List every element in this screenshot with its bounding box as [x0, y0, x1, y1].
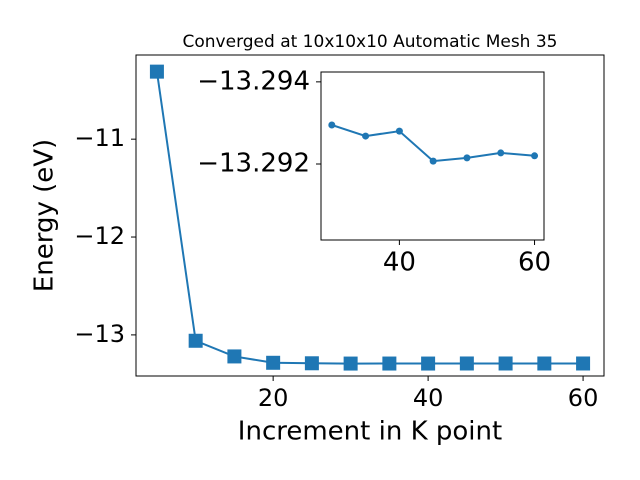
marker: [362, 132, 370, 140]
y-tick-label: −13.294: [197, 66, 310, 96]
y-axis-label: Energy (eV): [30, 139, 60, 292]
axes-frame: [135, 54, 605, 377]
marker: [498, 356, 513, 371]
y-tick-label: −11: [74, 124, 125, 152]
x-tick-label: 40: [383, 248, 416, 278]
marker: [149, 64, 164, 79]
marker: [429, 157, 437, 165]
y-tick-label: −13.292: [197, 149, 310, 179]
marker: [537, 356, 552, 371]
marker: [382, 356, 397, 371]
marker: [395, 127, 403, 135]
x-axis-label: Increment in K point: [238, 417, 502, 447]
chart-title: Converged at 10x10x10 Automatic Mesh 35: [183, 32, 558, 52]
marker: [576, 356, 591, 371]
marker: [227, 349, 242, 364]
x-tick-label: 20: [258, 384, 289, 412]
marker: [304, 356, 319, 371]
marker: [421, 356, 436, 371]
x-tick-label: 60: [568, 384, 599, 412]
marker: [188, 333, 203, 348]
marker: [328, 121, 336, 129]
marker: [463, 154, 471, 162]
plot-area: [321, 72, 544, 240]
marker: [266, 355, 281, 370]
marker: [343, 356, 358, 371]
y-tick-label: −13: [74, 320, 125, 348]
marker: [459, 356, 474, 371]
axes-frame: [320, 71, 545, 241]
y-tick-label: −12: [74, 222, 125, 250]
x-tick-label: 40: [413, 384, 444, 412]
x-tick-label: 60: [518, 248, 551, 278]
marker: [531, 152, 539, 160]
marker: [497, 149, 505, 157]
